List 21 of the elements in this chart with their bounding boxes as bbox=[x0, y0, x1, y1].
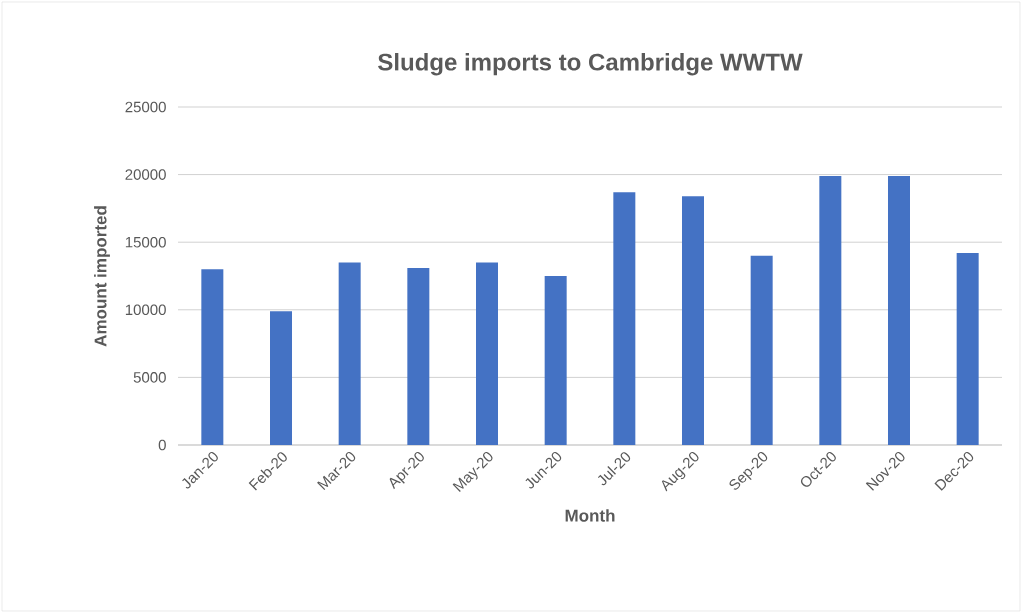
y-tick-label: 5000 bbox=[133, 372, 166, 383]
bar bbox=[613, 192, 636, 445]
y-tick-label: 10000 bbox=[125, 304, 166, 316]
bar bbox=[750, 255, 773, 445]
y-tick-label: 0 bbox=[158, 439, 166, 451]
bar bbox=[407, 267, 430, 445]
x-axis-title: Month bbox=[565, 509, 615, 522]
bar bbox=[682, 196, 704, 445]
bar bbox=[338, 262, 361, 445]
bar bbox=[476, 262, 498, 445]
y-tick-label: 20000 bbox=[125, 169, 166, 180]
bar bbox=[270, 311, 293, 445]
y-tick-label: 15000 bbox=[125, 236, 166, 248]
chart-title: Sludge imports to Cambridge WWTW bbox=[378, 52, 803, 76]
y-tick-label: 25000 bbox=[125, 101, 166, 113]
bar bbox=[544, 275, 567, 445]
bar bbox=[956, 253, 979, 445]
bar bbox=[819, 175, 842, 445]
bar bbox=[888, 175, 910, 445]
y-axis-title: Amount imported bbox=[94, 206, 110, 347]
bar bbox=[201, 269, 224, 445]
